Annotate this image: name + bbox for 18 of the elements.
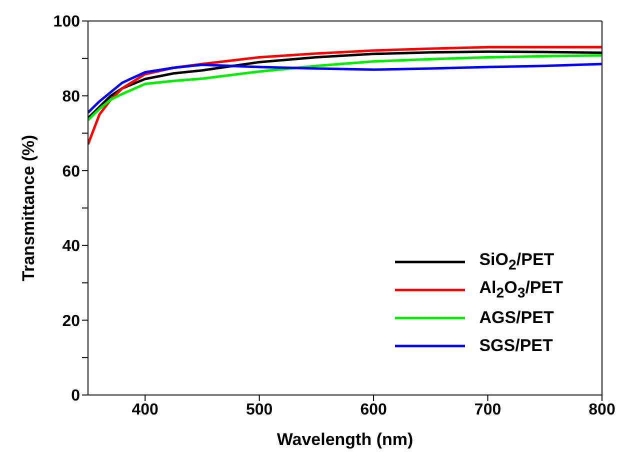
legend-label: SiO$_{2}$/PET — [479, 250, 554, 274]
line-series — [88, 62, 602, 114]
x-tick-label: 600 — [360, 401, 387, 418]
x-tick-label: 500 — [246, 401, 273, 418]
legend-label: Al$_{2}$O$_{3}$/PET — [479, 278, 563, 302]
legend-label: SGS/PET — [479, 336, 553, 356]
x-axis-title: Wavelength (nm) — [276, 430, 414, 449]
y-tick-label: 0 — [71, 388, 80, 405]
y-tick-label: 20 — [62, 312, 80, 330]
y-axis-title: Transmittance (%) — [19, 134, 38, 282]
legend-label: AGS/PET — [479, 308, 554, 328]
y-tick-label: 40 — [62, 238, 80, 256]
x-tick-label: 800 — [588, 401, 616, 418]
y-tick-label: 100 — [53, 14, 80, 31]
y-tick-label: 60 — [62, 163, 80, 180]
y-tick-label: 80 — [62, 88, 80, 106]
x-tick-label: 400 — [132, 401, 159, 418]
x-tick-label: 700 — [474, 401, 502, 418]
